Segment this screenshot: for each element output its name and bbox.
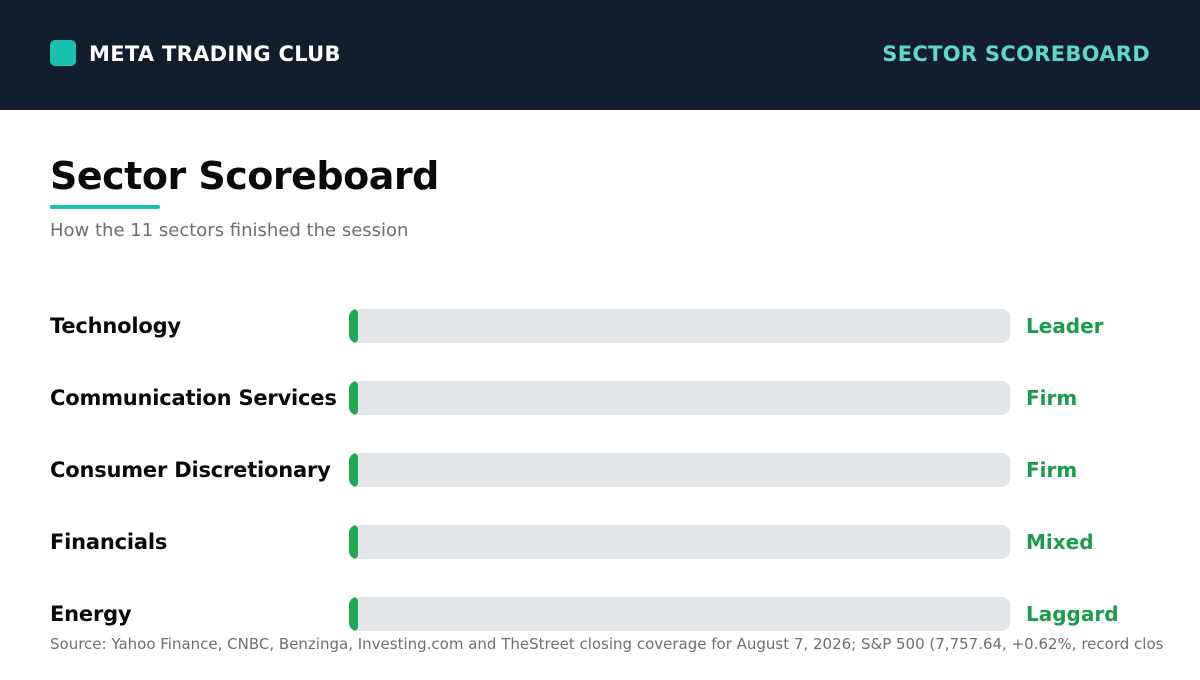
sector-bar-track — [349, 525, 1010, 559]
sector-row: Communication Services Firm — [0, 380, 1200, 416]
sector-bar-track — [349, 597, 1010, 631]
page-title: Sector Scoreboard — [50, 154, 439, 198]
sector-bar-fill — [349, 525, 358, 559]
sector-status: Leader — [1026, 314, 1104, 338]
sector-bar-fill — [349, 453, 358, 487]
sector-row: Financials Mixed — [0, 524, 1200, 560]
sector-bar-track — [349, 453, 1010, 487]
sector-status: Firm — [1026, 386, 1078, 410]
sector-row: Technology Leader — [0, 308, 1200, 344]
source-note: Source: Yahoo Finance, CNBC, Benzinga, I… — [50, 635, 1164, 653]
sector-bar-fill — [349, 381, 358, 415]
sector-status: Firm — [1026, 458, 1078, 482]
sector-bar-track — [349, 309, 1010, 343]
header-section-title: SECTOR SCOREBOARD — [882, 42, 1150, 66]
sector-bar-track — [349, 381, 1010, 415]
top-bar: META TRADING CLUB SECTOR SCOREBOARD — [0, 0, 1200, 110]
sector-row: Energy Laggard — [0, 596, 1200, 632]
sector-label: Energy — [50, 602, 132, 626]
sector-label: Communication Services — [50, 386, 337, 410]
sector-bar-fill — [349, 309, 358, 343]
sector-bar-fill — [349, 597, 358, 631]
sector-label: Technology — [50, 314, 181, 338]
sector-label: Financials — [50, 530, 168, 554]
brand-logo-icon — [50, 40, 76, 66]
page-subtitle: How the 11 sectors finished the session — [50, 220, 409, 241]
brand-name: META TRADING CLUB — [89, 42, 341, 66]
sector-label: Consumer Discretionary — [50, 458, 331, 482]
sector-row: Consumer Discretionary Firm — [0, 452, 1200, 488]
sector-status: Laggard — [1026, 602, 1119, 626]
title-underline — [50, 205, 160, 209]
sector-status: Mixed — [1026, 530, 1094, 554]
